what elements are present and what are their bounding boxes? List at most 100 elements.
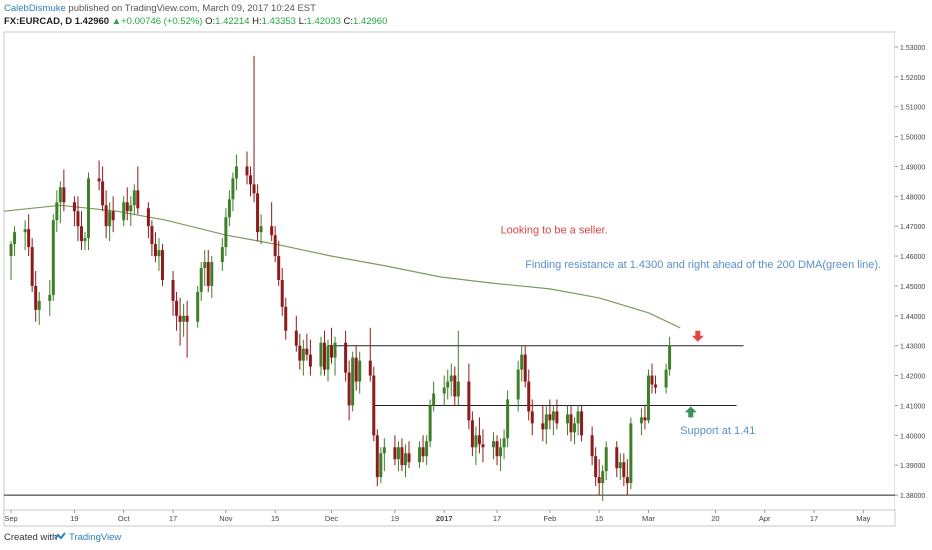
candle	[227, 190, 231, 227]
arrow-up-icon	[684, 406, 697, 418]
candle	[294, 315, 298, 352]
candle-body	[551, 411, 555, 421]
publish-info: CalebDismuke published on TradingView.co…	[4, 3, 316, 14]
candle	[396, 441, 400, 472]
candle-body	[322, 342, 326, 370]
candle-body	[83, 238, 87, 242]
candle-body	[146, 208, 150, 227]
candle-body	[224, 217, 228, 248]
candle	[594, 447, 598, 487]
candle	[421, 435, 425, 463]
candle-body	[354, 357, 358, 382]
candle-body	[502, 438, 506, 448]
candle-body	[76, 211, 80, 227]
candle	[625, 459, 629, 496]
candle-body	[220, 247, 224, 263]
arrow-down-icon	[691, 330, 704, 342]
candle-body	[284, 306, 288, 331]
candle-body	[34, 285, 38, 310]
candle-body	[629, 423, 633, 484]
candle	[541, 405, 545, 442]
annotation-text: Looking to be a seller.	[501, 225, 608, 237]
x-tick-label: 19	[391, 514, 399, 523]
author-link[interactable]: CalebDismuke	[4, 3, 66, 14]
y-tick-label: 1.43000	[900, 344, 925, 351]
x-tick-label: Nov	[219, 514, 233, 523]
candle	[442, 375, 446, 406]
candle-body	[231, 178, 235, 200]
candle-body	[185, 315, 189, 322]
candle	[470, 411, 474, 457]
candle	[446, 369, 450, 400]
candle	[122, 196, 126, 227]
candle-body	[456, 381, 460, 397]
x-tick-label: 17	[810, 514, 818, 523]
candle-body	[210, 262, 214, 286]
candle-body	[132, 190, 136, 206]
candle-body	[55, 202, 59, 221]
candle-body	[129, 205, 133, 212]
candle-body	[344, 342, 348, 373]
candle-body	[544, 414, 548, 430]
candle-body	[153, 244, 157, 257]
candle-body	[256, 193, 260, 233]
y-tick-label: 1.49000	[900, 164, 925, 171]
candle	[467, 363, 471, 430]
price-chart[interactable]: 1.38000 1.39000 1.40000 1.41000 1.42000 1.430…	[0, 0, 932, 528]
created-with-text: Created with	[4, 532, 58, 543]
candle-body	[358, 360, 362, 382]
candle-body	[13, 232, 17, 245]
candle	[234, 154, 238, 191]
candle	[87, 172, 91, 251]
x-axis-ticks: Sep 19 Oct 17 Nov 15 Dec 19 2017 17 Feb 15 Mar 20 Apr 1…	[4, 510, 871, 523]
candle	[576, 405, 580, 436]
candle	[108, 202, 112, 242]
last-price: 1.42960	[74, 16, 110, 27]
candle	[495, 435, 499, 466]
candle	[259, 214, 263, 245]
candle-body	[72, 202, 76, 212]
candle-body	[576, 411, 580, 424]
candle	[382, 438, 386, 472]
candle	[523, 345, 527, 388]
candle	[270, 202, 274, 242]
x-tick-label: 15	[595, 514, 603, 523]
candle	[280, 268, 284, 316]
tradingview-logo-icon	[54, 532, 66, 540]
candle-body	[277, 256, 281, 280]
candle	[425, 435, 429, 466]
candle-body	[30, 247, 34, 286]
candle-body	[333, 342, 337, 358]
candle-body	[467, 381, 471, 421]
candle	[506, 390, 510, 448]
candle	[101, 166, 105, 212]
candle-body	[104, 205, 108, 227]
candle-body	[516, 369, 520, 400]
candle	[654, 375, 658, 394]
candle-body	[573, 423, 577, 433]
candle	[203, 250, 207, 286]
footer: Created with TradingView	[0, 528, 932, 550]
candle	[76, 196, 80, 242]
low-value: 1.42033	[306, 16, 341, 27]
candle-body	[199, 268, 203, 292]
candle-body	[108, 211, 112, 227]
candle-body	[319, 342, 323, 367]
candle	[347, 360, 351, 421]
candle	[51, 214, 55, 301]
y-tick-label: 1.42000	[900, 374, 925, 381]
x-tick-label: 19	[70, 514, 78, 523]
candle-body	[569, 414, 573, 433]
candle	[48, 279, 52, 316]
candle	[245, 151, 249, 185]
candle-body	[425, 441, 429, 457]
candle	[157, 238, 161, 271]
candle	[590, 426, 594, 466]
tradingview-brand[interactable]: TradingView	[69, 532, 122, 543]
candle	[104, 190, 108, 239]
candle	[372, 366, 376, 442]
candle	[277, 241, 281, 286]
symbol-label: FX:EURCAD, D	[4, 16, 73, 27]
candle	[171, 271, 175, 316]
candle	[153, 232, 157, 263]
